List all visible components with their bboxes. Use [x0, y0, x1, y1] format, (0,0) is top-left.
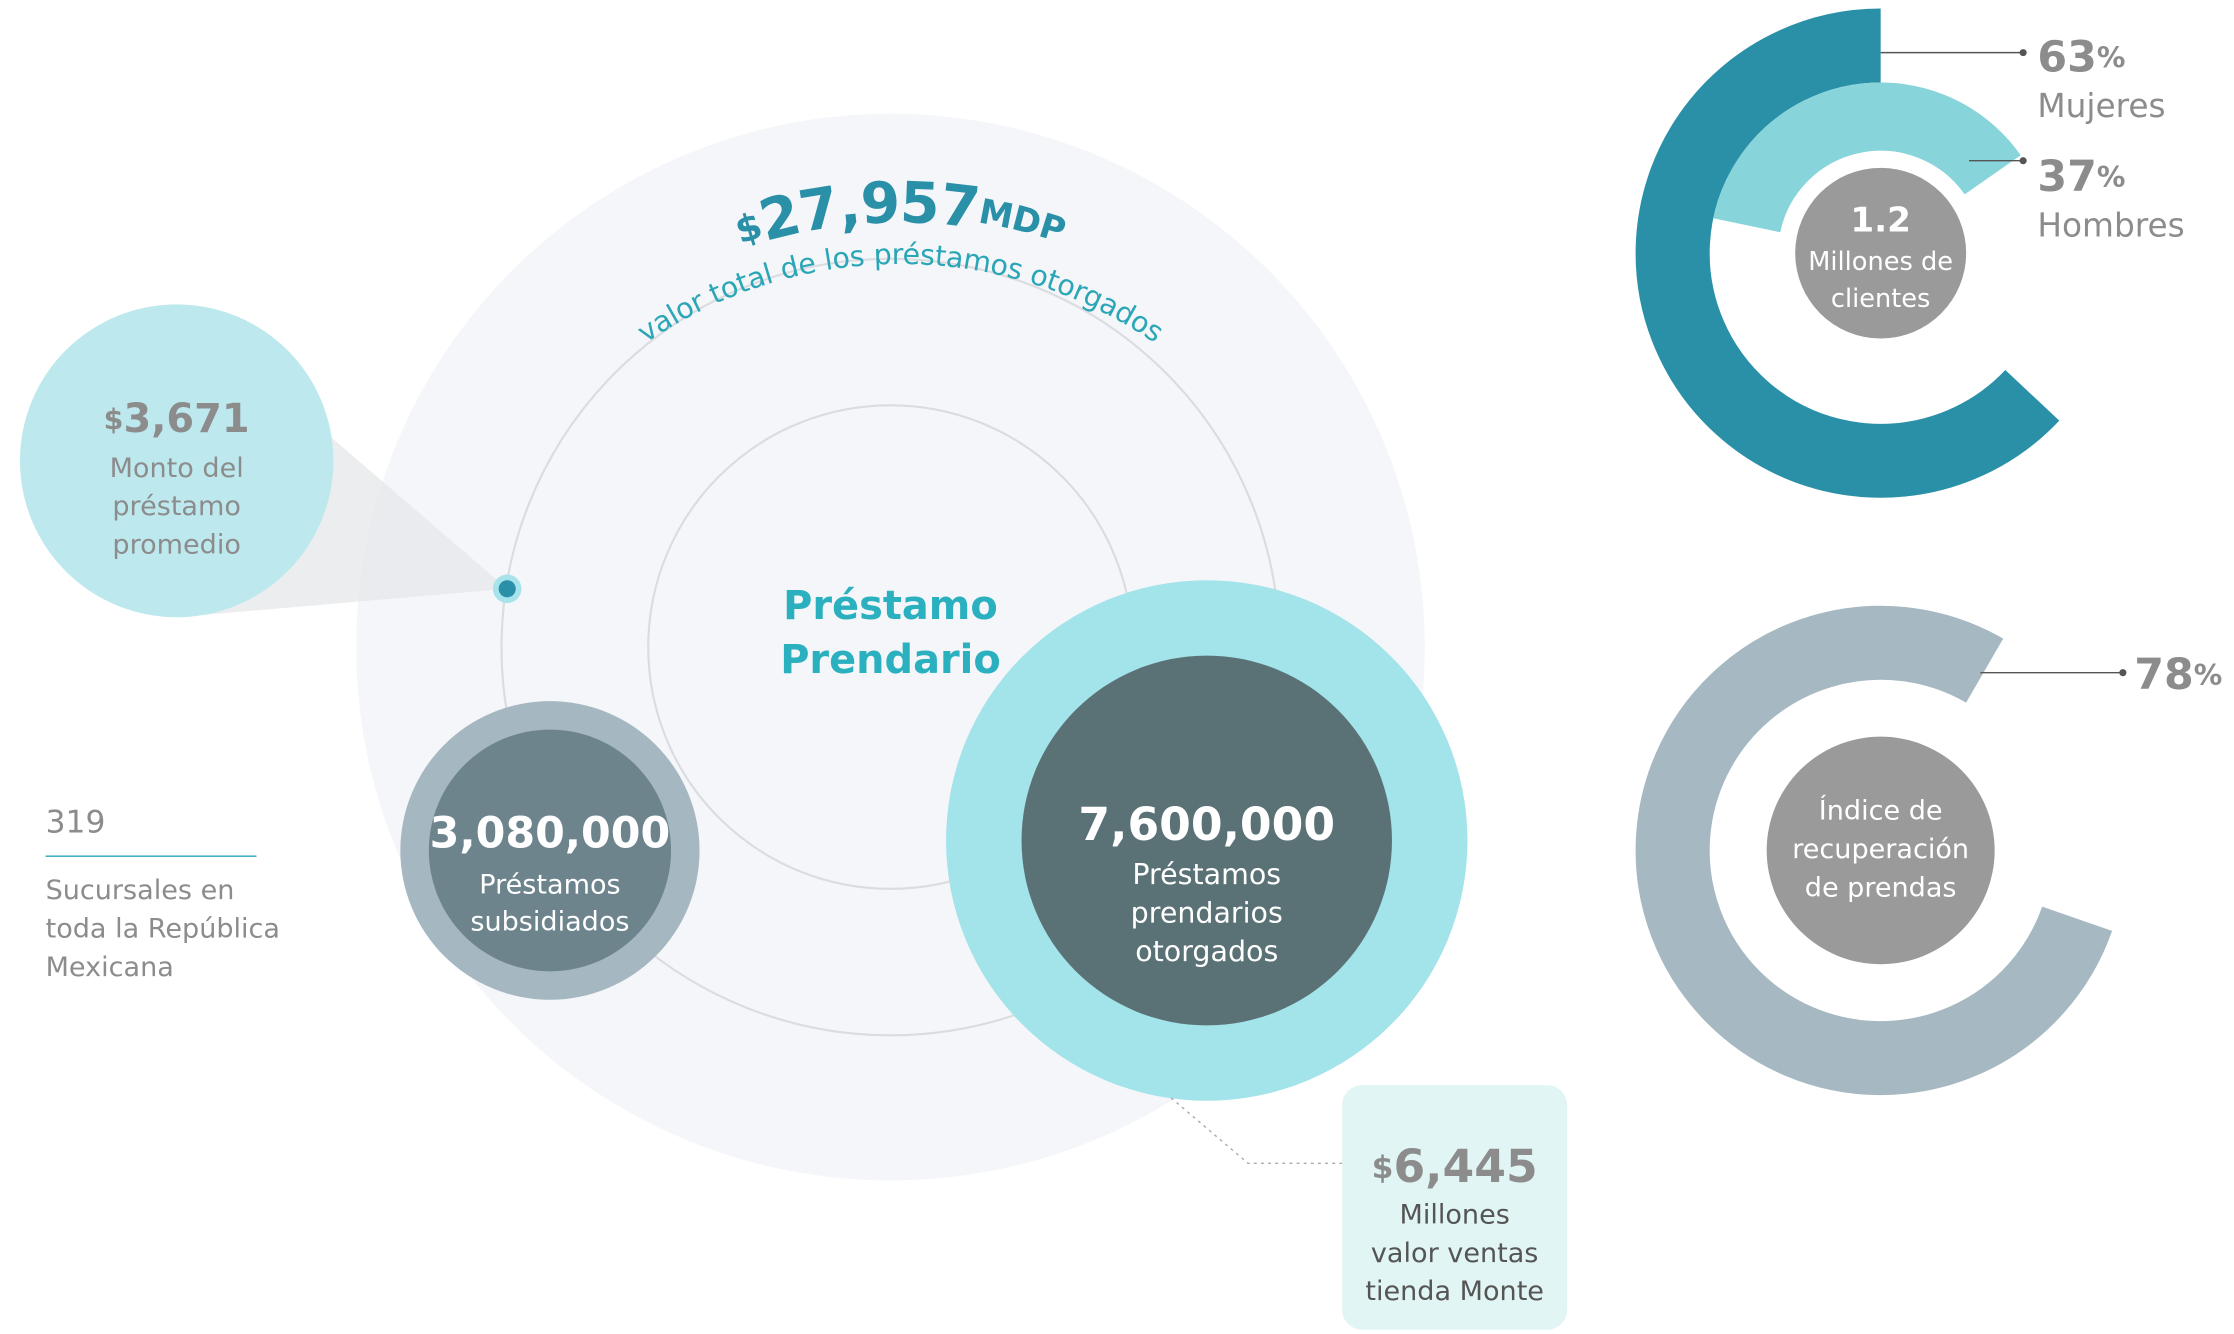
- clients-line: Millones de: [1808, 247, 1953, 277]
- sales-line: Millones: [1399, 1199, 1509, 1230]
- donut-arc: [1635, 8, 2060, 498]
- donuts: [1635, 8, 2113, 1096]
- leader-dot: [2119, 669, 2127, 677]
- average-line: Monto del: [110, 453, 244, 484]
- branches-line: toda la República: [46, 914, 280, 945]
- amount: 6,445: [1393, 1140, 1537, 1193]
- branches-line: Sucursales en: [46, 875, 235, 906]
- sales-line: valor ventas: [1371, 1238, 1538, 1269]
- leader-dot: [2019, 49, 2027, 57]
- unit: %: [2097, 42, 2126, 75]
- donut-arc: [1635, 605, 2113, 1096]
- pledge-value: 7,600,000: [1078, 798, 1335, 851]
- women-pct: 63%: [2037, 32, 2125, 82]
- value: 78: [2134, 649, 2193, 699]
- men-label: Hombres: [2037, 207, 2184, 245]
- dot: [498, 580, 516, 598]
- average-line: promedio: [112, 530, 241, 561]
- leader-dot: [2019, 157, 2027, 165]
- sales-line: tienda Monte: [1365, 1276, 1544, 1307]
- recovery-line: de prendas: [1805, 872, 1957, 903]
- recovery-line: Índice de: [1819, 795, 1943, 827]
- subsidized-value: 3,080,000: [430, 809, 671, 859]
- center-label: Préstamo: [783, 583, 998, 629]
- sales-value: $6,445: [1372, 1140, 1538, 1193]
- currency: $: [1372, 1150, 1394, 1186]
- clients-value: 1.2: [1850, 200, 1911, 240]
- amount: 3,671: [124, 395, 250, 441]
- center-label: Prendario: [780, 637, 1001, 683]
- branches-line: Mexicana: [46, 952, 174, 983]
- currency: $: [104, 403, 124, 436]
- pledge-circle: [1021, 655, 1392, 1026]
- leader: [1170, 1097, 1343, 1165]
- subsidized-line: Préstamos: [479, 870, 620, 901]
- clients-line: clientes: [1831, 284, 1931, 314]
- recovery-line: recuperación: [1792, 834, 1969, 865]
- unit: %: [2097, 161, 2126, 194]
- value: 63: [2037, 32, 2096, 82]
- subsidized-line: subsidiados: [470, 907, 629, 938]
- recovery-circle: [1766, 736, 1995, 965]
- pledge-line: Préstamos: [1132, 858, 1281, 891]
- subsidized-circle: [428, 729, 672, 972]
- sales-box: [1342, 1085, 1568, 1330]
- average-circle: [19, 304, 334, 618]
- pledge-line: prendarios: [1131, 896, 1283, 929]
- recovery-pct: 78%: [2134, 649, 2222, 699]
- women-label: Mujeres: [2037, 87, 2165, 125]
- average-value: $3,671: [104, 395, 250, 441]
- branches-value: 319: [46, 804, 106, 840]
- clients-circle: [1795, 167, 1967, 339]
- donut-arc: [1713, 82, 2021, 234]
- pledge-line: otorgados: [1135, 935, 1278, 968]
- unit: %: [2194, 659, 2223, 692]
- men-pct: 37%: [2037, 152, 2125, 202]
- average-line: préstamo: [112, 491, 241, 522]
- value: 37: [2037, 152, 2096, 202]
